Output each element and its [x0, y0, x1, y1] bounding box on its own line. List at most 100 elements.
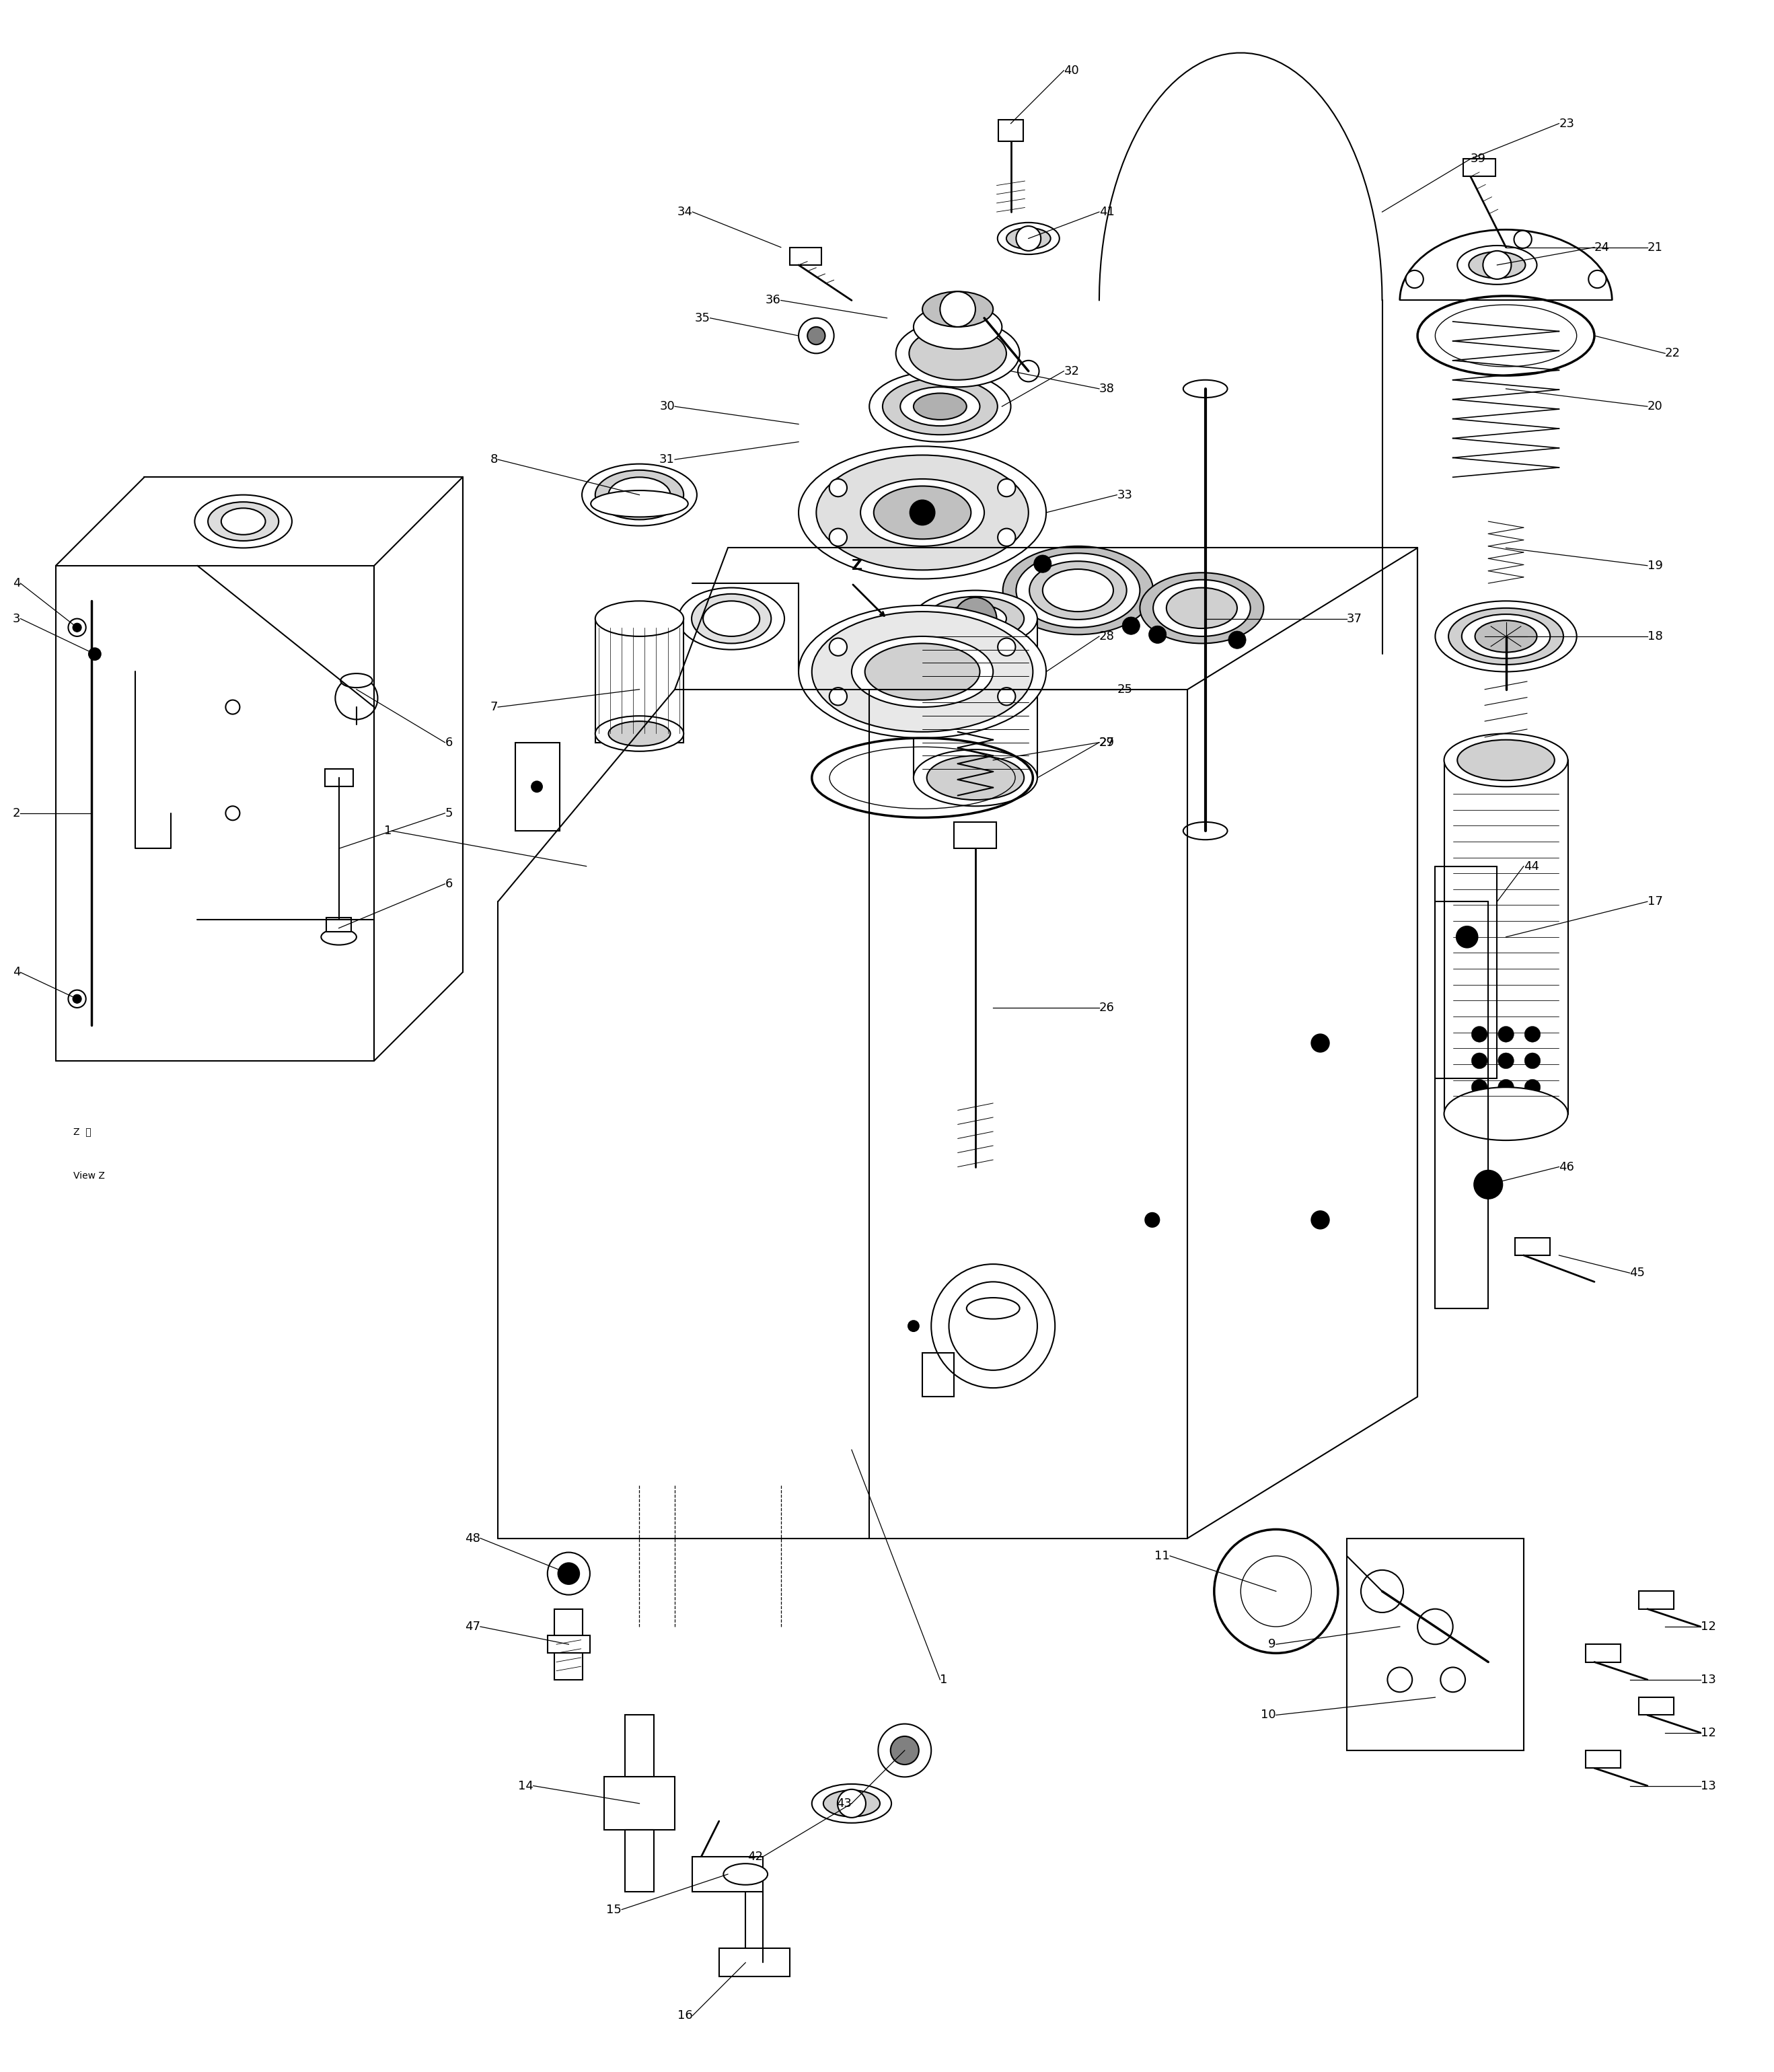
Text: 24: 24 — [1595, 240, 1609, 253]
Circle shape — [837, 1790, 866, 1817]
Text: 44: 44 — [1524, 860, 1540, 872]
Text: 3: 3 — [12, 613, 21, 626]
Text: 27: 27 — [1100, 736, 1114, 748]
Text: 47: 47 — [465, 1620, 481, 1633]
Circle shape — [1228, 632, 1245, 649]
Ellipse shape — [1448, 607, 1563, 665]
Text: 17: 17 — [1648, 895, 1662, 908]
Text: 20: 20 — [1648, 400, 1662, 412]
Ellipse shape — [724, 1863, 768, 1886]
Ellipse shape — [195, 495, 293, 547]
Text: 16: 16 — [678, 2010, 692, 2022]
Text: 42: 42 — [747, 1850, 763, 1863]
Ellipse shape — [926, 756, 1024, 800]
Circle shape — [1018, 361, 1040, 381]
Ellipse shape — [1474, 620, 1536, 653]
Text: 23: 23 — [1559, 118, 1575, 131]
Bar — [624, 1830, 653, 1892]
Ellipse shape — [866, 644, 979, 700]
Text: 48: 48 — [465, 1531, 481, 1544]
Text: 13: 13 — [1701, 1674, 1715, 1687]
Circle shape — [891, 1736, 919, 1765]
Text: 39: 39 — [1471, 153, 1487, 166]
Circle shape — [1497, 1080, 1513, 1096]
Text: 1: 1 — [385, 825, 392, 837]
Text: Z  視: Z 視 — [73, 1127, 92, 1135]
Text: 40: 40 — [1064, 64, 1079, 77]
Circle shape — [1008, 607, 1025, 626]
Ellipse shape — [703, 601, 759, 636]
Bar — [1586, 1751, 1621, 1767]
Circle shape — [1453, 1104, 1471, 1123]
Ellipse shape — [591, 491, 688, 518]
Circle shape — [1524, 1053, 1540, 1069]
Circle shape — [532, 781, 543, 792]
Circle shape — [1471, 1026, 1487, 1042]
Ellipse shape — [1469, 251, 1526, 278]
Text: 34: 34 — [678, 205, 692, 218]
Text: 45: 45 — [1630, 1266, 1644, 1278]
Ellipse shape — [321, 928, 357, 945]
Text: 28: 28 — [1100, 630, 1114, 642]
Ellipse shape — [883, 379, 997, 435]
Circle shape — [910, 499, 935, 524]
Text: 25: 25 — [1118, 684, 1132, 696]
Circle shape — [1123, 617, 1141, 634]
Circle shape — [89, 649, 101, 661]
Circle shape — [1034, 555, 1052, 572]
Ellipse shape — [914, 750, 1038, 806]
Text: 12: 12 — [1701, 1726, 1715, 1738]
Text: 12: 12 — [1701, 1620, 1715, 1633]
Text: 35: 35 — [695, 313, 710, 323]
Ellipse shape — [222, 508, 266, 535]
Ellipse shape — [1456, 247, 1536, 284]
Circle shape — [1524, 1080, 1540, 1096]
Text: 22: 22 — [1666, 348, 1680, 358]
Ellipse shape — [596, 601, 683, 636]
Ellipse shape — [1167, 588, 1236, 628]
Ellipse shape — [1029, 562, 1126, 620]
Circle shape — [828, 688, 846, 704]
Circle shape — [828, 638, 846, 657]
Bar — [954, 823, 997, 850]
Circle shape — [1405, 269, 1423, 288]
Circle shape — [997, 688, 1015, 704]
Ellipse shape — [914, 394, 967, 421]
Text: 32: 32 — [1064, 365, 1079, 377]
Circle shape — [908, 1320, 919, 1332]
Text: 2: 2 — [12, 808, 21, 818]
Ellipse shape — [875, 487, 970, 539]
Circle shape — [1440, 1668, 1465, 1693]
Text: 9: 9 — [1268, 1639, 1276, 1651]
Ellipse shape — [608, 477, 671, 512]
Ellipse shape — [1017, 553, 1141, 628]
Circle shape — [997, 479, 1015, 497]
Ellipse shape — [899, 387, 979, 427]
Text: 13: 13 — [1701, 1780, 1715, 1792]
Ellipse shape — [1183, 379, 1228, 398]
Text: 33: 33 — [1118, 489, 1132, 501]
Bar — [548, 1635, 591, 1653]
Ellipse shape — [860, 479, 985, 547]
Bar — [555, 1610, 584, 1680]
Ellipse shape — [914, 305, 1002, 348]
Text: View Z: View Z — [73, 1171, 105, 1181]
Circle shape — [1471, 1053, 1487, 1069]
Bar — [1639, 1697, 1675, 1716]
Text: Z: Z — [852, 559, 862, 572]
Circle shape — [1311, 1210, 1329, 1229]
Ellipse shape — [816, 456, 1029, 570]
Bar — [1464, 160, 1495, 176]
Circle shape — [828, 528, 846, 547]
Bar — [1444, 760, 1568, 1115]
Circle shape — [997, 528, 1015, 547]
Text: 18: 18 — [1648, 630, 1662, 642]
Ellipse shape — [1153, 580, 1251, 636]
Circle shape — [548, 1552, 591, 1595]
Text: 10: 10 — [1261, 1709, 1276, 1722]
Ellipse shape — [812, 611, 1032, 731]
Ellipse shape — [926, 597, 1024, 640]
Bar — [326, 918, 351, 932]
Circle shape — [1146, 1212, 1160, 1227]
Circle shape — [1361, 1571, 1403, 1612]
